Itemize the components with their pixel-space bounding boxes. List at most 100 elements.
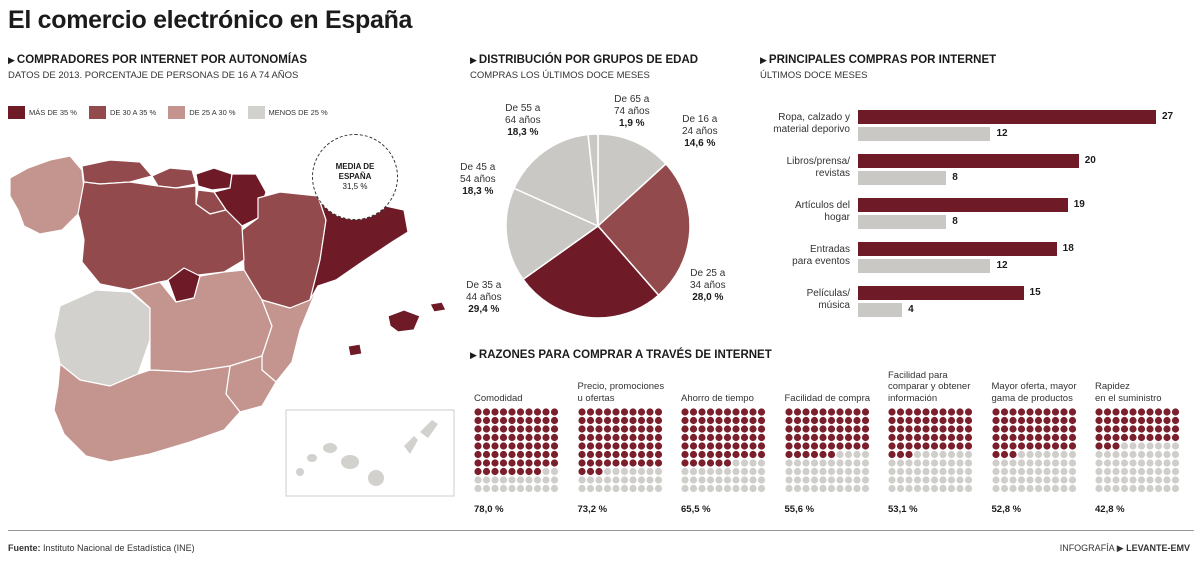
dot-empty — [508, 476, 516, 484]
dot-filled — [628, 433, 637, 442]
dot-filled — [499, 425, 508, 433]
dot-filled — [550, 425, 559, 433]
dot-filled — [1095, 416, 1103, 425]
dot-filled — [964, 416, 973, 425]
dot-filled — [956, 433, 964, 442]
dot-filled — [577, 416, 586, 425]
dot-filled — [550, 459, 559, 467]
dot-empty — [620, 476, 628, 484]
dot-filled — [888, 450, 896, 459]
legend-label: DE 25 A 30 % — [189, 108, 236, 117]
dot-filled — [844, 425, 852, 433]
dot-empty — [913, 484, 922, 493]
dot-filled — [793, 450, 801, 459]
footer-source: Fuente: Instituto Nacional de Estadístic… — [8, 543, 195, 553]
dot-filled — [654, 433, 662, 442]
dot-empty — [801, 484, 810, 493]
credit-name: LEVANTE-EMV — [1126, 543, 1190, 553]
dot-filled — [533, 433, 542, 442]
pie-label-55-64: De 55 a 64 años 18,3 % — [505, 103, 541, 138]
legend-label: MENOS DE 25 % — [268, 108, 328, 117]
dot-empty — [715, 484, 723, 493]
dot-empty — [654, 476, 662, 484]
dot-empty — [1042, 467, 1051, 476]
dot-empty — [1120, 442, 1129, 450]
dot-filled — [706, 408, 715, 416]
dot-empty — [1112, 459, 1120, 467]
bar-value-label: 20 — [1084, 155, 1096, 166]
dot-empty — [1017, 484, 1025, 493]
dot-empty — [749, 484, 757, 493]
dot-empty — [681, 484, 689, 493]
dot-empty — [1042, 484, 1051, 493]
bar-category-label: Artículos del hogar — [794, 200, 850, 223]
dot-filled — [1112, 442, 1120, 450]
dot-filled — [508, 467, 516, 476]
dot-empty — [1112, 467, 1120, 476]
dot-filled — [1146, 425, 1154, 433]
dot-filled — [1000, 416, 1008, 425]
dot-empty — [1017, 450, 1025, 459]
bar-section-title: PRINCIPALES COMPRAS POR INTERNET — [760, 54, 996, 66]
dot-filled — [732, 408, 740, 416]
dot-empty — [913, 476, 922, 484]
dot-filled — [749, 433, 757, 442]
dot-empty — [525, 484, 533, 493]
dot-empty — [844, 450, 852, 459]
dot-filled — [896, 408, 905, 416]
dot-filled — [888, 416, 896, 425]
dot-filled — [930, 442, 939, 450]
pie-slice-0 — [597, 133, 667, 228]
dot-empty — [645, 467, 654, 476]
dot-filled — [491, 442, 499, 450]
reason-dot-grid — [888, 408, 973, 493]
dot-empty — [586, 476, 594, 484]
dot-filled — [594, 408, 603, 416]
dot-filled — [715, 416, 723, 425]
dot-filled — [1025, 425, 1034, 433]
dot-filled — [603, 442, 611, 450]
dot-filled — [947, 433, 956, 442]
dot-empty — [784, 476, 793, 484]
dot-empty — [1000, 459, 1008, 467]
dot-filled — [516, 416, 525, 425]
map-section-title: COMPRADORES POR INTERNET POR AUTONOMÍAS — [8, 54, 307, 66]
dot-empty — [793, 467, 801, 476]
dot-empty — [784, 459, 793, 467]
bar-series-0 — [858, 154, 1079, 168]
dot-filled — [628, 408, 637, 416]
dot-empty — [681, 476, 689, 484]
dot-filled — [1068, 425, 1076, 433]
reason-dot-grid — [577, 408, 662, 493]
dot-empty — [611, 476, 620, 484]
dot-empty — [1154, 450, 1163, 459]
dot-filled — [956, 408, 964, 416]
dot-filled — [698, 459, 706, 467]
pie-label-65-74: De 65 a 74 años 1,9 % — [614, 94, 650, 129]
dot-empty — [516, 476, 525, 484]
dot-filled — [1112, 416, 1120, 425]
pie-label-16-24: De 16 a 24 años 14,6 % — [682, 114, 718, 149]
reason-value: 52,8 % — [991, 504, 1022, 515]
dot-filled — [784, 442, 793, 450]
legend-item-30-35: DE 30 A 35 % — [88, 106, 156, 119]
dot-empty — [698, 476, 706, 484]
dot-empty — [1129, 467, 1137, 476]
dot-empty — [1146, 459, 1154, 467]
dot-filled — [474, 467, 482, 476]
dot-filled — [550, 416, 559, 425]
dot-filled — [611, 450, 620, 459]
dot-filled — [723, 442, 732, 450]
dot-filled — [689, 408, 698, 416]
dot-filled — [896, 416, 905, 425]
footer-credit: INFOGRAFÍA ▶ LEVANTE-EMV — [1060, 543, 1190, 554]
dot-empty — [784, 484, 793, 493]
dot-empty — [947, 459, 956, 467]
dot-filled — [861, 442, 869, 450]
dot-filled — [801, 425, 810, 433]
dot-filled — [594, 433, 603, 442]
dot-empty — [784, 467, 793, 476]
bar-series-0 — [858, 110, 1156, 124]
dot-filled — [603, 450, 611, 459]
legend-swatch — [88, 106, 106, 119]
